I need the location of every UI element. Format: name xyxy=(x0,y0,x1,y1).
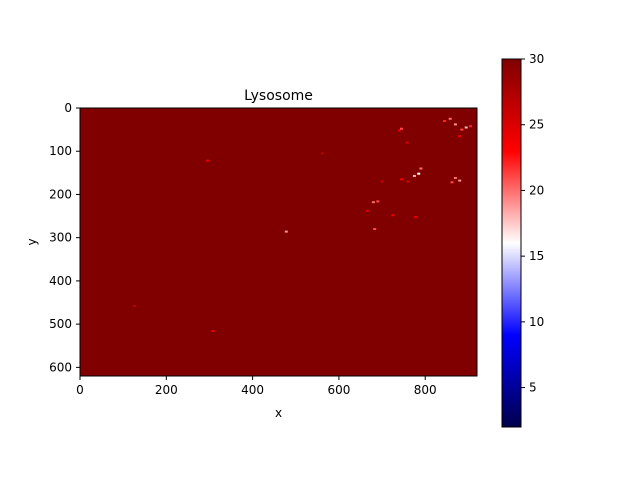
heatmap-spot xyxy=(464,126,468,129)
colorbar xyxy=(501,58,522,428)
heatmap-spot xyxy=(321,152,324,155)
y-tick-label: 0 xyxy=(64,101,72,115)
heatmap-spot xyxy=(371,201,375,204)
y-tick-label: 200 xyxy=(49,187,72,201)
heatmap-spot xyxy=(450,181,454,184)
heatmap-spot xyxy=(365,209,369,212)
heatmap-spot xyxy=(414,215,418,218)
heatmap-spot xyxy=(206,159,210,162)
heatmap-spot xyxy=(380,180,384,183)
heatmap-spot xyxy=(443,120,447,122)
heatmap-background xyxy=(80,108,477,376)
heatmap-spot xyxy=(460,128,464,131)
colorbar-tick-label: 5 xyxy=(529,381,537,395)
y-tick-label: 600 xyxy=(49,360,72,374)
chart-title: Lysosome xyxy=(244,88,313,104)
heatmap-spot xyxy=(453,123,457,126)
colorbar-tick-label: 30 xyxy=(529,52,544,66)
plot-frame xyxy=(79,107,478,377)
x-tick-label: 400 xyxy=(241,383,264,397)
heatmap-spot xyxy=(412,174,416,177)
x-tick-label: 600 xyxy=(327,383,350,397)
y-axis-label: y xyxy=(25,238,39,245)
x-tick-label: 0 xyxy=(76,383,84,397)
x-axis: 0 200 400 600 800 xyxy=(76,376,437,397)
y-tick-label: 500 xyxy=(49,317,72,331)
heatmap-spot xyxy=(458,135,462,138)
heatmap-spot xyxy=(132,305,136,307)
heatmap-spot xyxy=(400,178,403,181)
heatmap-spot xyxy=(458,179,462,182)
y-tick-label: 400 xyxy=(49,274,72,288)
heatmap-spot xyxy=(376,200,380,203)
x-axis-label: x xyxy=(275,406,282,420)
x-tick-label: 200 xyxy=(155,383,178,397)
heatmap-spot xyxy=(397,129,401,132)
colorbar-axis: 5 10 15 20 25 30 xyxy=(521,52,544,395)
heatmap-spot xyxy=(400,127,403,130)
x-tick-label: 800 xyxy=(414,383,437,397)
y-tick-label: 100 xyxy=(49,144,72,158)
heatmap-spot xyxy=(284,230,288,233)
heatmap-spot xyxy=(469,125,472,128)
colorbar-tick-label: 20 xyxy=(529,183,544,197)
heatmap-spot xyxy=(391,214,395,217)
heatmap-spot xyxy=(406,180,410,183)
heatmap-spot xyxy=(373,228,377,230)
colorbar-tick-label: 25 xyxy=(529,118,544,132)
y-tick-label: 300 xyxy=(49,231,72,245)
heatmap-spot xyxy=(448,117,452,120)
heatmap-spot xyxy=(453,177,457,179)
colorbar-tick-label: 15 xyxy=(529,249,544,263)
y-axis: 0 100 200 300 400 500 600 xyxy=(49,101,80,374)
heatmap-spots xyxy=(132,117,472,332)
heatmap-spot xyxy=(211,330,215,332)
heatmap-spot xyxy=(419,167,423,170)
heatmap-spot xyxy=(417,172,421,175)
heatmap-spot xyxy=(405,141,409,144)
colorbar-tick-label: 10 xyxy=(529,315,544,329)
